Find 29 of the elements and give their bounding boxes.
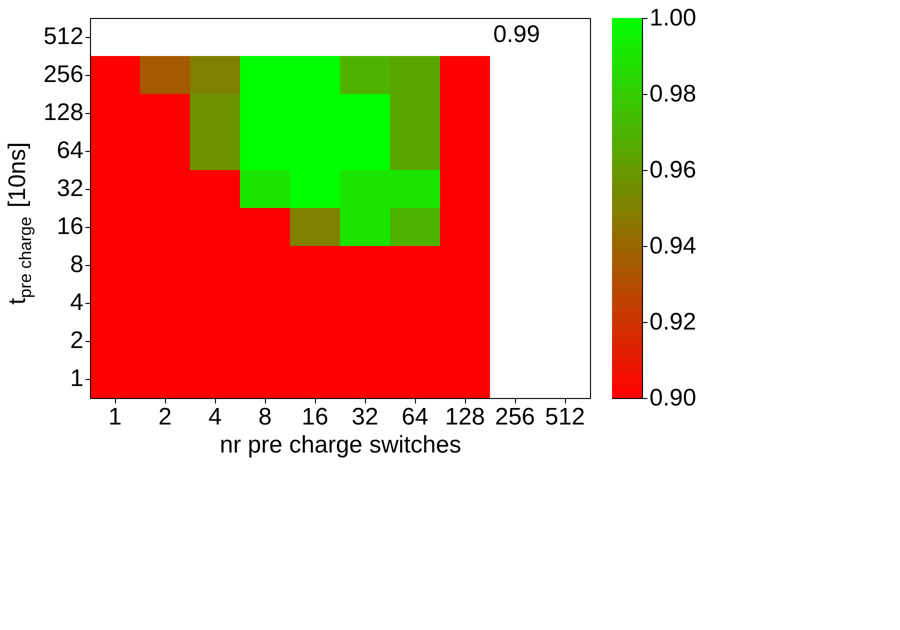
x-tick-label: 512 xyxy=(544,404,586,430)
y-tick-label: 16 xyxy=(56,213,84,240)
y-axis-title: tpre charge [10ns] xyxy=(4,142,35,305)
color-bar-label: 0.92 xyxy=(650,308,696,336)
x-tick-label: 128 xyxy=(444,404,486,430)
x-tick-label: 256 xyxy=(494,404,536,430)
color-bar-label: 0.90 xyxy=(650,384,696,412)
x-tick-label: 2 xyxy=(158,404,172,430)
color-bar-label: 0.94 xyxy=(650,232,696,260)
y-tick-label: 64 xyxy=(56,137,84,164)
y-tick-label: 128 xyxy=(43,99,84,126)
y-tick-label: 4 xyxy=(70,289,84,316)
y-tick-label: 256 xyxy=(43,61,84,88)
y-tick-label: 32 xyxy=(56,175,84,202)
color-bar-label: 0.98 xyxy=(650,80,696,108)
x-tick-label: 1 xyxy=(108,404,122,430)
y-tick-label: 2 xyxy=(70,327,84,354)
x-tick-label: 8 xyxy=(258,404,272,430)
y-tick-label: 1 xyxy=(70,365,84,392)
color-bar-label: 0.96 xyxy=(650,156,696,184)
x-tick-label: 32 xyxy=(352,404,378,430)
y-tick-label: 8 xyxy=(70,251,84,278)
y-tick-label: 512 xyxy=(43,23,84,50)
color-bar-label: 1.00 xyxy=(650,4,696,32)
x-tick-label: 16 xyxy=(302,404,328,430)
x-tick-label: 64 xyxy=(402,404,428,430)
x-axis-title: nr pre charge switches xyxy=(220,432,462,458)
annotation: 0.99 xyxy=(493,21,540,48)
x-tick-label: 4 xyxy=(208,404,222,430)
